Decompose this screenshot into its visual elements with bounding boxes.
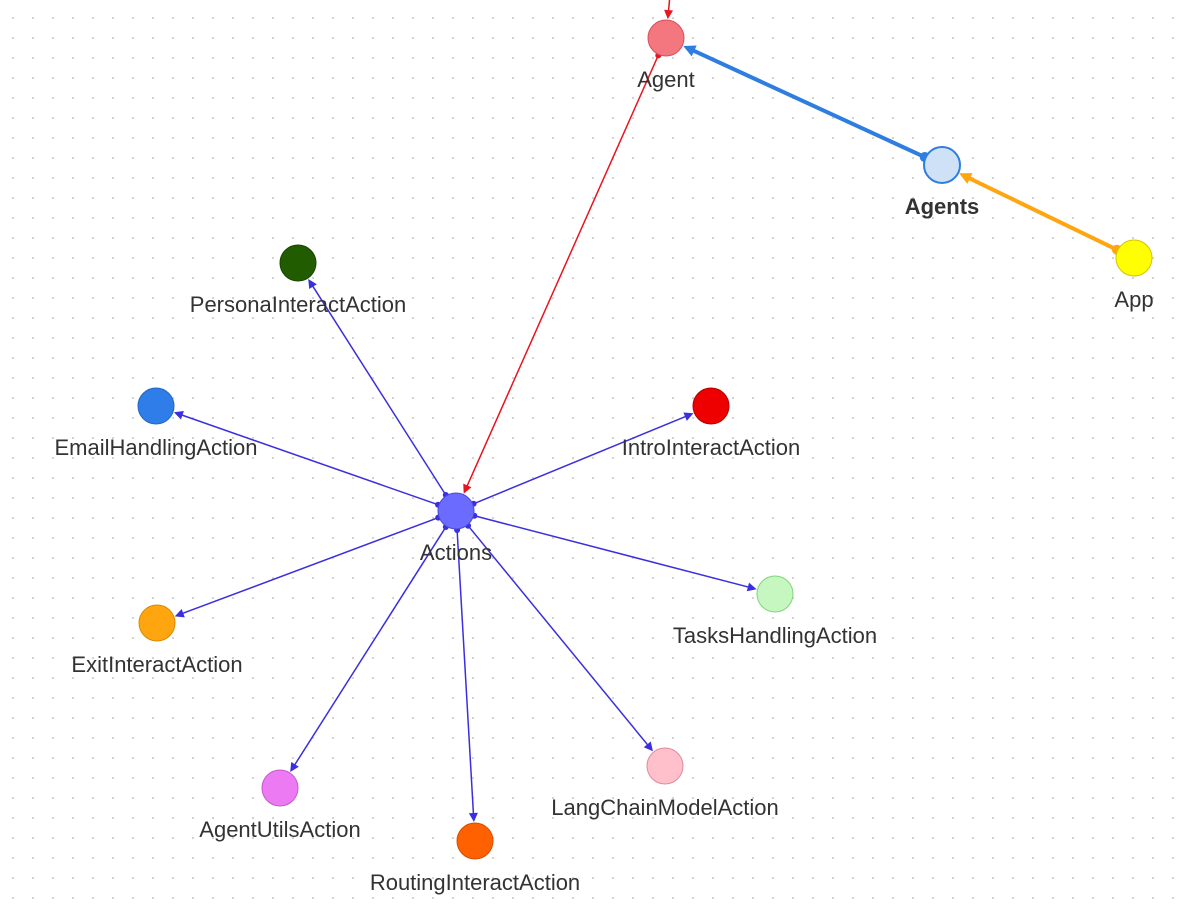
node-circle[interactable]: [261, 769, 299, 807]
node-circle[interactable]: [456, 822, 494, 860]
node-circle[interactable]: [138, 604, 176, 642]
node-circle[interactable]: [756, 575, 794, 613]
arrowhead-icon: [683, 45, 697, 57]
node-label: AgentUtilsAction: [199, 817, 360, 842]
arrowhead-icon: [683, 412, 694, 421]
arrowhead-icon: [959, 173, 973, 184]
node-persona[interactable]: PersonaInteractAction: [190, 244, 406, 317]
arrowhead-icon: [174, 608, 185, 618]
node-label: RoutingInteractAction: [370, 870, 580, 895]
arrowhead-icon: [664, 9, 674, 20]
edge-line: [686, 46, 927, 160]
node-circle[interactable]: [923, 146, 961, 184]
edge-agent-actions[interactable]: [463, 52, 662, 494]
edge-line: [667, 0, 671, 14]
node-routing[interactable]: RoutingInteractAction: [370, 822, 580, 895]
graph-edges: [173, 0, 1122, 823]
node-label: LangChainModelAction: [551, 795, 779, 820]
edge-line: [962, 173, 1119, 252]
node-email[interactable]: EmailHandlingAction: [55, 387, 258, 460]
arrowhead-icon: [463, 483, 472, 494]
edge-line: [292, 526, 447, 768]
node-circle[interactable]: [692, 387, 730, 425]
node-circle[interactable]: [1115, 239, 1153, 277]
node-circle[interactable]: [647, 19, 685, 57]
node-app[interactable]: App: [1114, 239, 1154, 312]
edge-actions-exit[interactable]: [174, 514, 442, 618]
node-tasks[interactable]: TasksHandlingAction: [673, 575, 877, 648]
edge-line: [178, 413, 439, 506]
arrowhead-icon: [173, 411, 184, 420]
node-agents[interactable]: Agents: [905, 146, 980, 219]
edge-actions-routing[interactable]: [454, 526, 478, 823]
node-exit[interactable]: ExitInteractAction: [71, 604, 243, 677]
edge-line: [472, 414, 689, 505]
node-agent[interactable]: Agent: [637, 19, 695, 92]
node-circle[interactable]: [137, 387, 175, 425]
node-label: IntroInteractAction: [622, 435, 801, 460]
edge-line: [465, 54, 660, 489]
arrowhead-icon: [308, 279, 317, 290]
node-label: Agents: [905, 194, 980, 219]
node-actions[interactable]: Actions: [420, 492, 492, 565]
arrowhead-icon: [468, 812, 478, 823]
edge-app-agents[interactable]: [959, 173, 1122, 255]
edge-line: [467, 524, 650, 748]
edge-actions-tasks[interactable]: [471, 512, 757, 592]
node-label: Actions: [420, 540, 492, 565]
node-circle[interactable]: [279, 244, 317, 282]
edge-line: [179, 516, 439, 615]
node-circle[interactable]: [437, 492, 475, 530]
arrowhead-icon: [746, 582, 757, 592]
edge-line: [310, 283, 447, 496]
edge-line: [456, 529, 475, 817]
edge-line: [473, 515, 752, 589]
node-label: PersonaInteractAction: [190, 292, 406, 317]
edge-actions-langchain[interactable]: [465, 522, 653, 752]
edge-agents-agent[interactable]: [683, 45, 930, 163]
graph-nodes: Agent Agents App Actions PersonaInteractActi…: [55, 19, 1154, 895]
node-label: App: [1114, 287, 1153, 312]
node-label: TasksHandlingAction: [673, 623, 877, 648]
node-circle[interactable]: [646, 747, 684, 785]
node-label: Agent: [637, 67, 695, 92]
node-intro[interactable]: IntroInteractAction: [622, 387, 801, 460]
arrowhead-icon: [643, 741, 653, 752]
node-label: EmailHandlingAction: [55, 435, 258, 460]
node-langchain[interactable]: LangChainModelAction: [551, 747, 779, 820]
node-utils[interactable]: AgentUtilsAction: [199, 769, 361, 842]
edge-offscreen-agent[interactable]: [664, 0, 674, 20]
node-label: ExitInteractAction: [71, 652, 242, 677]
arrowhead-icon: [290, 761, 299, 772]
